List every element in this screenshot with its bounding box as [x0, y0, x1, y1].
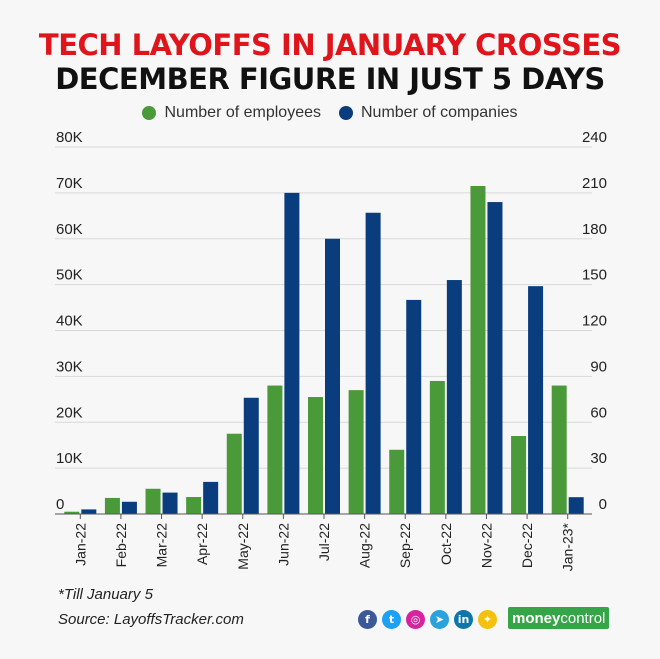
y-left-tick-label: 80K — [56, 129, 83, 146]
bar-employees — [104, 497, 120, 514]
bar-companies — [528, 286, 544, 514]
legend-label-employees: Number of employees — [164, 104, 321, 121]
y-right-tick-label: 150 — [582, 267, 607, 284]
legend-swatch-companies — [339, 106, 353, 120]
bar-companies — [487, 202, 503, 515]
bar-companies — [446, 280, 462, 514]
y-right-tick-label: 30 — [590, 450, 607, 467]
x-tick-label: Nov-22 — [478, 523, 494, 568]
bar-employees — [429, 380, 445, 514]
bar-companies — [406, 299, 422, 514]
legend: Number of employees Number of companies — [0, 104, 660, 122]
x-tick-label: Sep-22 — [397, 523, 413, 568]
x-tick-label: Oct-22 — [438, 523, 454, 565]
legend-swatch-employees — [142, 106, 157, 120]
x-tick-label: Jan-22 — [72, 523, 88, 566]
x-tick-label: Dec-22 — [519, 523, 535, 568]
bar-employees — [145, 488, 161, 514]
bar-employees — [470, 185, 486, 514]
y-right-tick-label: 240 — [582, 129, 607, 146]
brand-part-2: control — [560, 609, 606, 627]
bar-companies — [81, 509, 97, 514]
bar-companies — [284, 192, 300, 514]
bar-employees — [186, 497, 202, 514]
legend-label-companies: Number of companies — [361, 104, 518, 121]
bar-employees — [64, 511, 80, 514]
brand-part-1: money — [512, 609, 561, 627]
bar-companies — [325, 238, 340, 514]
bar-employees — [389, 449, 405, 514]
legend-item-employees: Number of employees — [142, 104, 321, 122]
y-left-tick-label: 0 — [56, 496, 64, 513]
y-right-tick-label: 180 — [582, 221, 607, 238]
y-right-tick-label: 60 — [590, 404, 607, 421]
y-left-tick-label: 40K — [56, 313, 83, 330]
bar-companies — [568, 497, 584, 514]
x-tick-label: Jul-22 — [316, 523, 332, 561]
bar-companies — [121, 501, 137, 514]
facebook-icon[interactable]: f — [358, 610, 377, 629]
x-tick-label: Jun-22 — [275, 523, 291, 566]
bar-chart: 0 10K 20K 30K 40K 50K 60K 70K 80K 0 30 60 90 120 150 18… — [55, 129, 607, 571]
x-tick-label: Aug-22 — [357, 523, 373, 568]
telegram-icon[interactable]: ➤ — [430, 610, 449, 629]
bar-employees — [226, 433, 242, 514]
instagram-icon[interactable]: ◎ — [406, 610, 425, 629]
title-line-1: TECH LAYOFFS IN JANUARY CROSSES — [38, 28, 622, 62]
twitter-icon[interactable]: t — [382, 610, 401, 629]
linkedin-icon[interactable]: in — [454, 610, 473, 629]
y-left-tick-label: 60K — [56, 221, 83, 238]
brand-logo: money control — [508, 607, 610, 629]
bar-employees — [267, 385, 283, 514]
x-tick-label: May-22 — [235, 523, 251, 570]
y-right-tick-label: 0 — [599, 496, 607, 513]
bar-companies — [162, 492, 178, 514]
title-line-2: DECEMBER FIGURE IN JUST 5 DAYS — [55, 62, 605, 96]
y-right-tick-label: 90 — [590, 358, 607, 375]
bar-companies — [243, 397, 259, 514]
y-left-tick-label: 20K — [56, 404, 83, 421]
footnote: *Till January 5 — [58, 586, 153, 603]
x-tick-label: Feb-22 — [113, 523, 129, 568]
source-note: Source: LayoffsTracker.com — [58, 611, 244, 628]
y-left-tick-label: 10K — [56, 450, 83, 467]
y-left-tick-label: 50K — [56, 267, 83, 284]
x-tick-label: Mar-22 — [154, 523, 170, 568]
social-icons: f t ◎ ➤ in ✦ — [358, 610, 497, 629]
bar-employees — [348, 390, 364, 514]
bar-employees — [308, 397, 323, 514]
bar-companies — [365, 212, 381, 515]
y-left-tick-label: 30K — [56, 358, 83, 375]
x-tick-label: Jan-23* — [560, 522, 576, 571]
x-tick-label: Apr-22 — [194, 523, 210, 565]
bar-employees — [511, 436, 527, 514]
bar-companies — [203, 481, 219, 514]
legend-item-companies: Number of companies — [339, 104, 518, 122]
y-right-tick-label: 210 — [582, 175, 607, 192]
y-right-tick-label: 120 — [582, 313, 607, 330]
bar-employees — [551, 385, 567, 514]
snapchat-icon[interactable]: ✦ — [478, 610, 497, 629]
y-left-tick-label: 70K — [56, 175, 83, 192]
